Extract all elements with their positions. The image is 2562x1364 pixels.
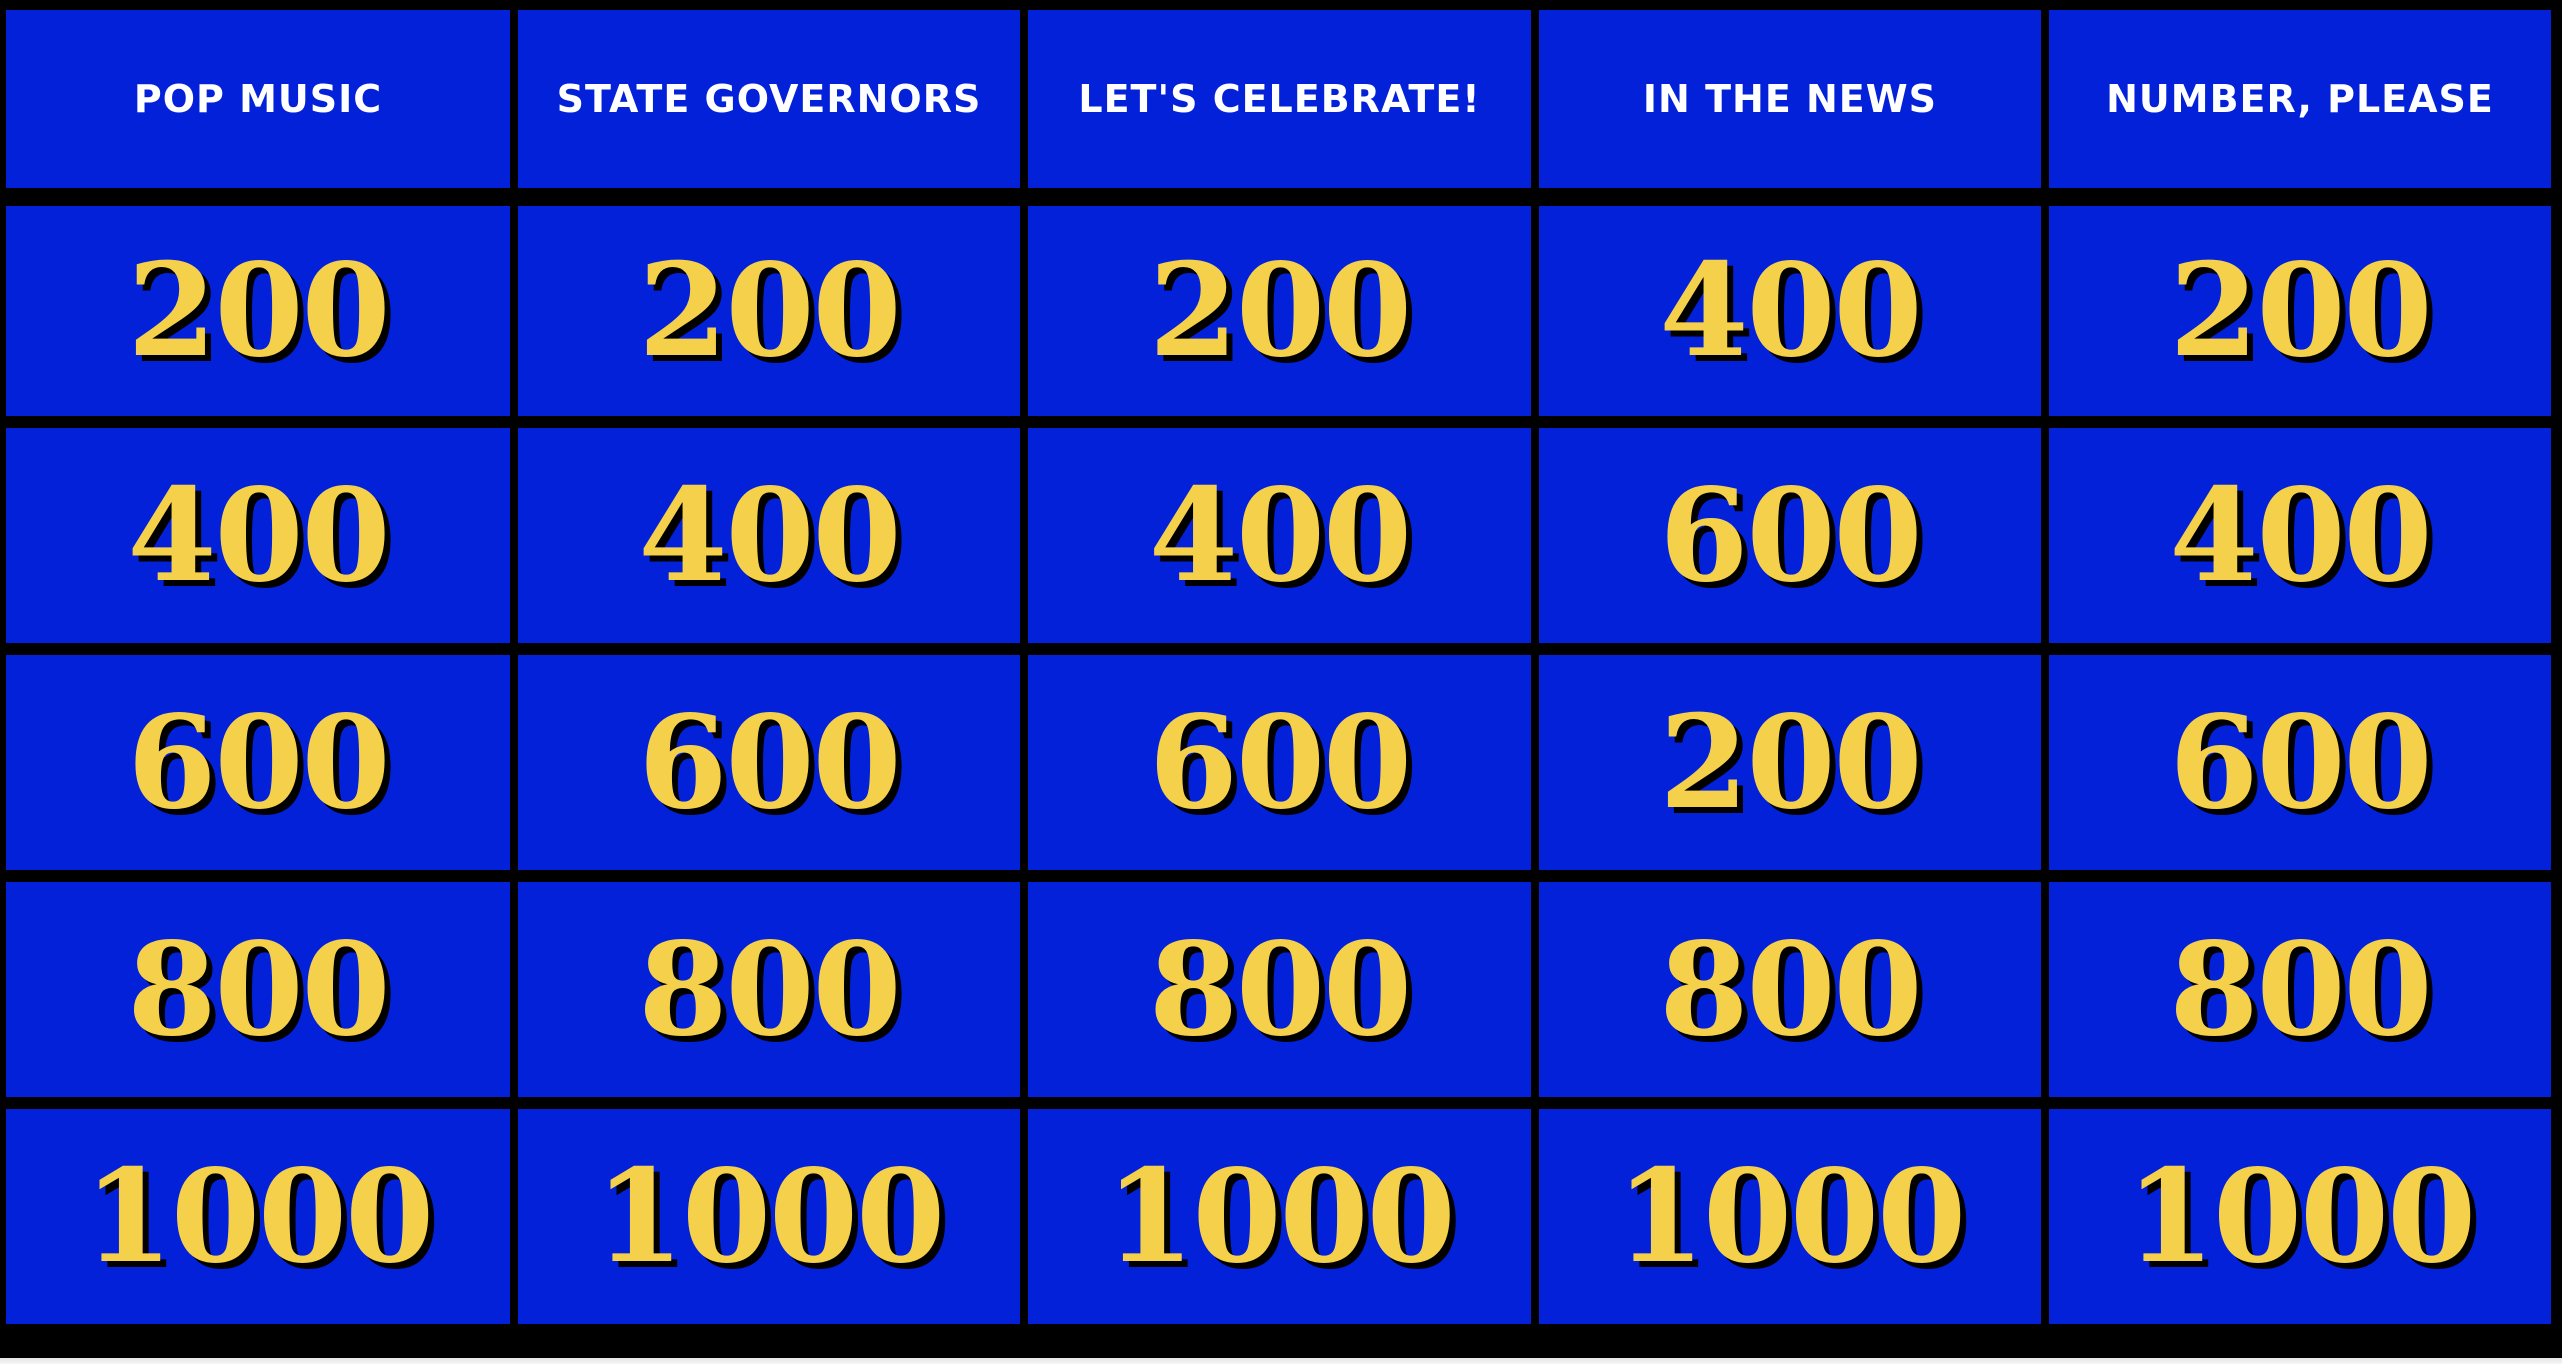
clue-tile-number-please-row1[interactable]: 200 — [2049, 206, 2551, 416]
clue-tile-number-please-row5[interactable]: 1000 — [2049, 1109, 2551, 1324]
clue-tile-lets-celebrate-row1[interactable]: 200 — [1028, 206, 1531, 416]
clue-tile-pop-music-row2[interactable]: 400 — [6, 428, 510, 643]
clue-tile-in-the-news-row1[interactable]: 400 — [1539, 206, 2041, 416]
category-header-lets-celebrate: LET'S CELEBRATE! — [1028, 10, 1531, 188]
clue-tile-state-governors-row4[interactable]: 800 — [518, 882, 1020, 1097]
clue-tile-state-governors-row1[interactable]: 200 — [518, 206, 1020, 416]
clue-tile-lets-celebrate-row3[interactable]: 600 — [1028, 655, 1531, 870]
category-header-in-the-news: IN THE NEWS — [1539, 10, 2041, 188]
clue-tile-in-the-news-row4[interactable]: 800 — [1539, 882, 2041, 1097]
clue-tile-state-governors-row3[interactable]: 600 — [518, 655, 1020, 870]
clue-tile-number-please-row2[interactable]: 400 — [2049, 428, 2551, 643]
clue-tile-number-please-row4[interactable]: 800 — [2049, 882, 2551, 1097]
clue-tile-lets-celebrate-row2[interactable]: 400 — [1028, 428, 1531, 643]
clue-tile-pop-music-row1[interactable]: 200 — [6, 206, 510, 416]
clue-tile-state-governors-row2[interactable]: 400 — [518, 428, 1020, 643]
clue-tile-in-the-news-row5[interactable]: 1000 — [1539, 1109, 2041, 1324]
clue-tile-pop-music-row4[interactable]: 800 — [6, 882, 510, 1097]
clue-tile-in-the-news-row3[interactable]: 200 — [1539, 655, 2041, 870]
clue-tile-number-please-row3[interactable]: 600 — [2049, 655, 2551, 870]
category-header-number-please: NUMBER, PLEASE — [2049, 10, 2551, 188]
clue-tile-pop-music-row3[interactable]: 600 — [6, 655, 510, 870]
clue-tile-state-governors-row5[interactable]: 1000 — [518, 1109, 1020, 1324]
clue-tile-pop-music-row5[interactable]: 1000 — [6, 1109, 510, 1324]
board-bottom-edge — [0, 1358, 2562, 1364]
clue-tile-in-the-news-row2[interactable]: 600 — [1539, 428, 2041, 643]
category-header-state-governors: STATE GOVERNORS — [518, 10, 1020, 188]
clue-tile-lets-celebrate-row4[interactable]: 800 — [1028, 882, 1531, 1097]
clue-tile-lets-celebrate-row5[interactable]: 1000 — [1028, 1109, 1531, 1324]
category-header-pop-music: POP MUSIC — [6, 10, 510, 188]
